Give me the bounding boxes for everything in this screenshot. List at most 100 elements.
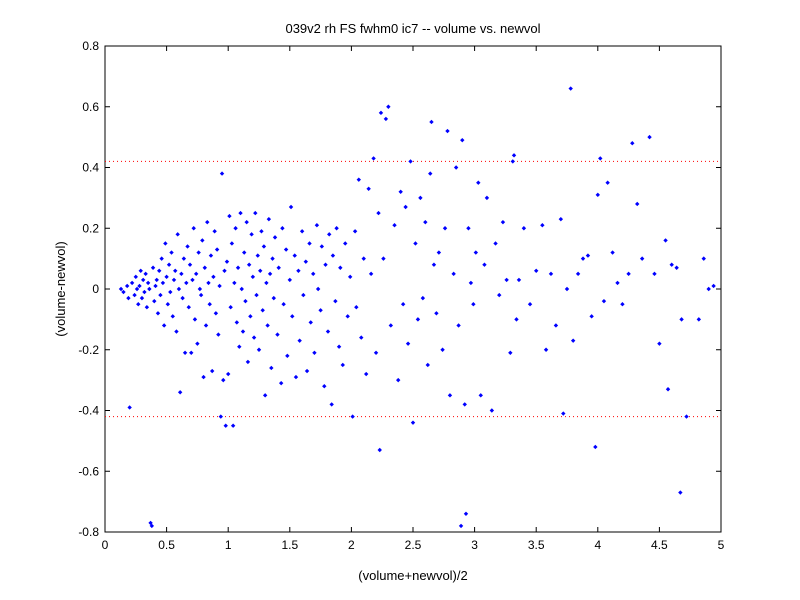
data-point — [504, 277, 509, 283]
data-point — [281, 301, 286, 307]
data-point — [243, 298, 248, 304]
data-point — [371, 156, 376, 161]
data-point — [460, 137, 465, 143]
data-point — [246, 262, 252, 267]
data-point — [580, 256, 586, 261]
x-axis-label: (volume+newvol)/2 — [358, 568, 467, 583]
data-point — [463, 511, 469, 516]
data-point — [500, 219, 506, 225]
data-point — [129, 280, 135, 286]
data-point — [356, 177, 361, 182]
data-point — [330, 253, 336, 258]
data-point — [153, 283, 158, 289]
data-point — [396, 377, 401, 383]
data-point — [176, 286, 182, 292]
data-point — [207, 301, 212, 307]
data-point — [198, 292, 204, 298]
data-point — [333, 298, 338, 304]
y-tick-label: 0.2 — [82, 221, 99, 235]
data-point — [187, 262, 193, 267]
data-point — [323, 262, 328, 267]
data-point — [235, 265, 241, 270]
data-point — [534, 268, 539, 273]
data-point — [410, 420, 416, 425]
data-point — [601, 298, 607, 304]
data-point — [423, 219, 428, 225]
data-point — [521, 226, 527, 231]
data-point — [315, 286, 321, 292]
data-point — [214, 247, 220, 252]
data-point — [271, 295, 276, 301]
data-point — [139, 295, 145, 301]
data-point — [160, 280, 166, 286]
data-point — [610, 250, 615, 255]
data-point — [442, 226, 448, 231]
data-point — [303, 259, 309, 264]
axis-ticks — [104, 45, 722, 533]
data-point — [311, 271, 316, 277]
reference-lines — [105, 160, 721, 418]
data-point — [223, 423, 228, 428]
data-point — [575, 271, 581, 277]
data-point — [476, 180, 481, 185]
data-point — [132, 292, 137, 298]
data-point — [196, 250, 201, 255]
data-point — [290, 314, 295, 319]
data-point — [216, 332, 221, 337]
data-point — [149, 523, 155, 529]
data-point — [211, 274, 216, 280]
data-point — [209, 368, 215, 374]
data-point — [163, 241, 168, 246]
data-point — [245, 359, 251, 365]
data-point — [150, 265, 156, 270]
data-point — [186, 305, 191, 310]
data-point — [400, 301, 406, 307]
data-point — [340, 362, 345, 368]
data-point — [157, 268, 162, 273]
data-point — [158, 292, 163, 298]
data-point — [168, 289, 173, 295]
data-point — [265, 323, 270, 328]
x-tick-label: 2.5 — [405, 538, 422, 552]
data-point — [701, 256, 706, 261]
x-tick-label: 4 — [594, 538, 601, 552]
data-point — [585, 253, 591, 258]
data-point — [288, 204, 294, 210]
data-point — [234, 320, 240, 325]
data-point — [276, 265, 281, 270]
data-point — [598, 156, 603, 161]
data-point — [425, 362, 430, 368]
data-point — [413, 241, 418, 246]
data-point — [516, 277, 522, 283]
data-point — [338, 265, 343, 270]
data-point — [147, 286, 152, 292]
data-point — [493, 241, 498, 246]
data-point — [345, 314, 350, 319]
data-point — [392, 223, 397, 228]
data-point — [202, 265, 207, 270]
data-point — [191, 226, 196, 231]
data-point — [164, 274, 169, 280]
data-point — [354, 305, 359, 310]
data-point — [205, 219, 210, 225]
data-point — [605, 180, 610, 185]
data-point — [398, 189, 403, 194]
data-point — [510, 159, 515, 164]
data-point — [206, 280, 211, 286]
data-point — [262, 393, 268, 398]
data-point — [260, 308, 265, 313]
data-point — [361, 256, 366, 261]
data-point — [189, 350, 194, 355]
data-point — [244, 219, 249, 225]
data-point — [626, 271, 631, 277]
y-tick-label: 0.8 — [82, 39, 99, 53]
data-point — [192, 317, 198, 322]
data-point — [174, 329, 179, 334]
data-point — [388, 323, 394, 328]
data-points — [118, 86, 716, 529]
data-point — [669, 262, 674, 267]
data-point — [322, 384, 327, 389]
data-point — [570, 338, 576, 343]
data-point — [368, 271, 374, 277]
